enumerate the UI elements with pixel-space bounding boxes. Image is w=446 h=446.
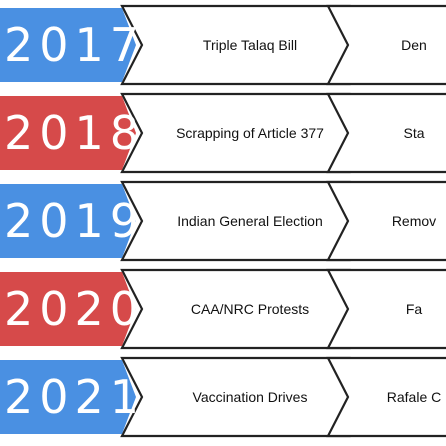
year-label: 2018 — [4, 106, 145, 160]
timeline-row-2021: Vaccination Drives Rafale C 2021 — [0, 356, 446, 438]
year-label: 2019 — [4, 194, 145, 248]
event-label: Indian General Election — [177, 213, 323, 229]
year-tag — [0, 360, 136, 434]
event-label: Sta — [403, 125, 424, 141]
year-label: 2020 — [4, 282, 145, 336]
event-label: Vaccination Drives — [193, 389, 308, 405]
year-label: 2017 — [4, 18, 145, 72]
year-label: 2021 — [4, 370, 145, 424]
event-label: Rafale C — [387, 389, 441, 405]
event-label: Fa — [406, 301, 423, 317]
event-label: Remov — [392, 213, 436, 229]
event-label: Scrapping of Article 377 — [176, 125, 324, 141]
event-label: Den — [401, 37, 427, 53]
event-label: CAA/NRC Protests — [191, 301, 309, 317]
year-tag — [0, 96, 136, 170]
timeline-row-2017: Triple Talaq Bill Den 2017 — [0, 4, 446, 86]
year-tag — [0, 8, 136, 82]
event-chevron — [326, 356, 446, 438]
event-label: Triple Talaq Bill — [203, 37, 297, 53]
timeline-row-2020: CAA/NRC Protests Fa 2020 — [0, 268, 446, 350]
timeline-row-2019: Indian General Election Remov 2019 — [0, 180, 446, 262]
event-chevron — [326, 4, 446, 86]
event-chevron — [326, 268, 446, 350]
event-chevron — [326, 180, 446, 262]
year-tag — [0, 184, 136, 258]
timeline-row-2018: Scrapping of Article 377 Sta 2018 — [0, 92, 446, 174]
year-tag — [0, 272, 136, 346]
event-chevron — [326, 92, 446, 174]
